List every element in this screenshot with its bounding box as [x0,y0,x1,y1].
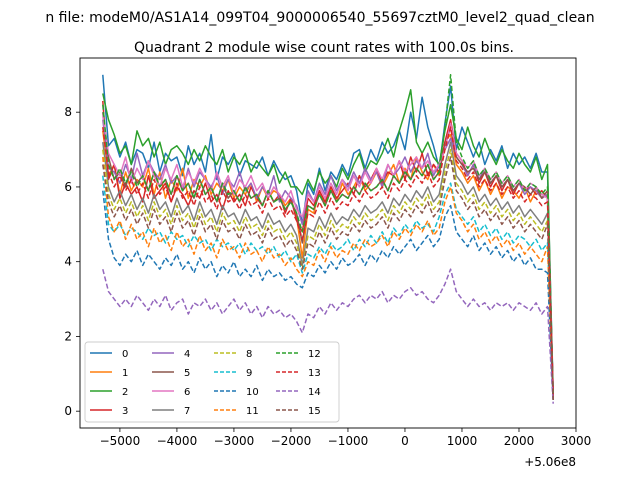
y-tick-label: 8 [64,105,72,119]
legend-label-12: 12 [308,349,321,360]
legend-label-4: 4 [184,349,190,360]
series-line-11 [102,156,554,401]
legend-label-5: 5 [184,368,190,379]
legend-label-0: 0 [122,349,128,360]
series-line-15 [102,156,554,401]
x-tick-label: 0 [401,434,409,448]
y-tick-label: 4 [64,255,72,269]
x-tick-label: −3000 [214,434,255,448]
x-tick-label: 1000 [447,434,478,448]
x-axis: −5000 −4000 −3000 −2000 −1000 0 1000 2000 3000 [100,428,592,448]
series-line-3 [102,100,554,393]
legend-label-13: 13 [308,368,321,379]
y-tick-label: 0 [64,404,72,418]
plot-frame [79,57,577,429]
x-tick-label: −4000 [157,434,198,448]
series-line-8 [102,148,554,401]
series-line-2 [102,89,554,401]
x-tick-label: −5000 [100,434,141,448]
x-tick-label: 2000 [504,434,535,448]
series-layer [102,74,554,404]
legend-label-15: 15 [308,406,321,417]
y-axis: 0 2 4 6 8 [64,105,80,418]
legend-label-7: 7 [184,406,190,417]
series-line-9 [102,175,554,401]
figure-suptitle: n file: modeM0/AS1A14_099T04_9000006540_… [45,10,594,26]
series-line-0 [102,74,554,393]
x-offset-label: +5.06e8 [524,455,576,469]
legend-label-2: 2 [122,387,128,398]
x-tick-label: −2000 [271,434,312,448]
legend-label-6: 6 [184,387,190,398]
legend-box [84,341,340,423]
series-line-12 [102,74,554,397]
legend-label-14: 14 [308,387,321,398]
x-tick-label: 3000 [561,434,592,448]
legend-label-3: 3 [122,406,128,417]
legend-label-9: 9 [246,368,252,379]
y-tick-label: 2 [64,329,72,343]
series-line-7 [102,141,554,401]
series-line-14 [102,268,554,404]
series-line-10 [102,190,554,401]
legend-label-8: 8 [246,349,252,360]
x-tick-label: −1000 [328,434,369,448]
chart-title: Quadrant 2 module wise count rates with … [134,40,514,56]
legend-label-11: 11 [246,406,259,417]
series-line-13 [102,126,554,397]
legend-label-1: 1 [122,368,128,379]
y-tick-label: 6 [64,180,72,194]
legend-label-10: 10 [246,387,259,398]
